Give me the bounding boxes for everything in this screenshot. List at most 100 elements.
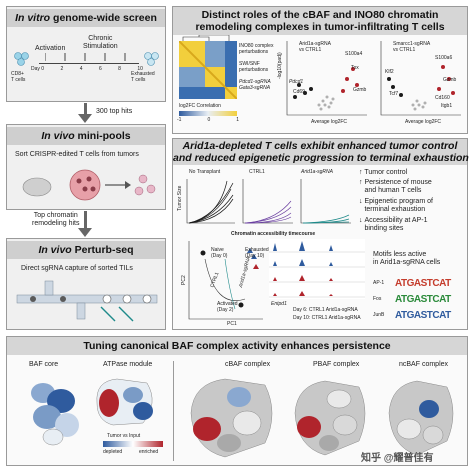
baf-core-structure [31,383,79,446]
pca-axis: PC2 [181,275,187,285]
growth-title: CTRL1 [249,169,265,175]
motif-row: AP-1 ATGASTCAT [373,275,465,291]
baf-panel-label: BAF core [29,361,59,368]
exhausted-cells-icon [144,52,159,66]
gene-label: Gzmb [353,87,367,93]
legend-colorbar [103,441,163,447]
day-tick: 6 [98,66,102,72]
corr-label: log2FC Correlation [179,103,221,109]
baf-panel-label: cBAF complex [225,361,271,368]
volcano2-title: Smarcc1-sgRNA vs CTRL1 [393,41,431,53]
distinct-roles-panel: Distinct roles of the cBAF and INO80 chr… [172,6,468,134]
flow-arrow-1 [78,114,92,123]
growth-title: No Transplant [189,169,221,175]
volcano-plot-arid1a [286,41,367,116]
atpase-module-structure [96,378,153,426]
heatmap-dendrogram [182,35,230,41]
corr-tick: 1 [236,117,239,123]
gene-label: Tox [351,65,359,71]
bullet-item: ↑ Persistence of mouse and human T cells [359,179,432,194]
atac-title: Chromatin accessibility timecourse [231,231,316,237]
motif-name: AP-1 [373,280,385,286]
bullet-item: ↑ Tumor control [359,169,408,176]
gene-label: Itgb1 [441,103,453,109]
tumor-sorting-icon [22,169,156,201]
cd8-cells-icon [14,52,29,66]
gene-label: Pdcd1 [289,79,304,85]
capture-text: Direct sgRNA capture of sorted TILs [21,265,133,272]
ncbaf-complex-structure [388,380,454,456]
corr-colorbar [179,111,237,116]
title-prefix: In vivo [41,130,75,142]
perturb-seq-panel: In vivo Perturb-seq Direct sgRNA capture… [6,238,166,330]
baf-panel: Tuning canonical BAF complex activity en… [6,336,468,466]
day-tick: 8 [118,66,121,72]
track-legend: Day 10: CTRL1 Arid1a-sgRNA [293,315,361,321]
tumor-size-label: Tumor Size [177,185,183,211]
motif-name: Fos [373,296,382,302]
flow-stem-2 [84,211,87,229]
day-axis [39,63,139,64]
day-ticks: Day 0 2 4 6 8 10 [31,66,143,72]
motif-name: JunB [373,312,385,318]
bullet-text: Epigenetic program of terminal exhaustio… [364,198,433,213]
activation-label: Activation [35,45,66,52]
legend-high: enriched [139,449,159,455]
arid1a-title: Arid1a-depleted T cells exhibit enhanced… [173,139,469,165]
corr-tick: 0 [207,117,211,123]
gene-label: Cd69 [293,89,305,95]
outcome-bullets: ↑ Tumor control ↑ Persistence of mouse a… [359,169,465,233]
distinct-roles-title: Distinct roles of the cBAF and INO80 chr… [173,7,467,35]
growth-title: Arid1a-sgRNA [301,169,333,175]
pbaf-complex-structure [294,380,366,456]
pca-label: Exhausted (Day 10) [245,247,269,259]
motif-logo: ATGASTCAT [395,293,451,305]
exhausted-label: Exhausted T cells [131,71,155,83]
motif-list: AP-1 ATGASTCAT Fos ATGASTCAT JunB ATGAST… [373,275,465,323]
bullet-text: Accessibility at AP-1 binding sites [364,217,428,232]
bullet-text: Tumor control [364,169,408,176]
corr-ticks: -1 0 1 [177,117,239,123]
bullet-item: ↓ Accessibility at AP-1 binding sites [359,217,428,232]
volcano1-title: Arid1a-sgRNA vs CTRL1 [299,41,331,53]
gene-label: Tcf7 [389,91,399,97]
heatmap-label: Pdcd1-sgRNA Gata3-sgRNA [239,79,271,91]
volcano-xaxis: Average log2FC [311,119,348,125]
mini-pools-panel: In vivo mini-pools Sort CRISPR-edited T … [6,124,166,210]
baf-panel-label: ATPase module [103,361,153,368]
legend-low: depleted [103,449,123,455]
accessibility-tracks [269,239,365,299]
section-divider [173,361,174,461]
in-vitro-screen-title: In vitro genome-wide screen [7,9,165,27]
volcano-xaxis: Average log2FC [405,119,442,125]
bullet-item: ↓ Epigenetic program of terminal exhaust… [359,198,433,213]
motif-title: Motifs less active in Arid1a-sgRNA cells [373,251,441,266]
flow-arrow-2 [78,228,92,237]
volcano-plot-smarcc1 [380,41,461,116]
legend-title: Tumor vs Input [107,433,141,439]
correlation-heatmap [179,41,237,99]
arid1a-panel: Arid1a-depleted T cells exhibit enhanced… [172,138,469,330]
chronic-stim-label: Chronic Stimulation [83,35,118,50]
top-hits-label: 300 top hits [96,108,133,115]
gene-label: Gzmb [443,77,457,83]
top-chromatin-label: Top chromatin remodeling hits [32,212,80,228]
bullet-text: Persistence of mouse and human T cells [364,179,432,194]
flow-stem-1 [84,103,87,115]
sort-text: Sort CRISPR-edited T cells from tumors [15,151,139,158]
title-suffix: mini-pools [74,130,131,142]
tumor-growth-curves [186,179,351,224]
volcano-yaxis: -log10(padj) [277,52,283,79]
track-legend: Day 6: CTRL1 Arid1a-sgRNA [293,307,358,313]
pca-label: Activated (Day 2) [217,301,238,313]
stimulation-arrows [45,53,126,61]
title-suffix: Perturb-seq [71,244,134,256]
gene-locus: Entpd1 [271,301,287,307]
gene-label: Cd160 [435,95,450,101]
title-suffix: genome-wide screen [50,12,157,24]
day-tick: 10 [137,66,143,72]
heatmap-label: INO80 complex perturbations [239,43,274,55]
perturb-seq-title: In vivo Perturb-seq [7,241,165,259]
cbaf-complex-structure [190,378,273,458]
title-prefix: In vivo [38,244,72,256]
